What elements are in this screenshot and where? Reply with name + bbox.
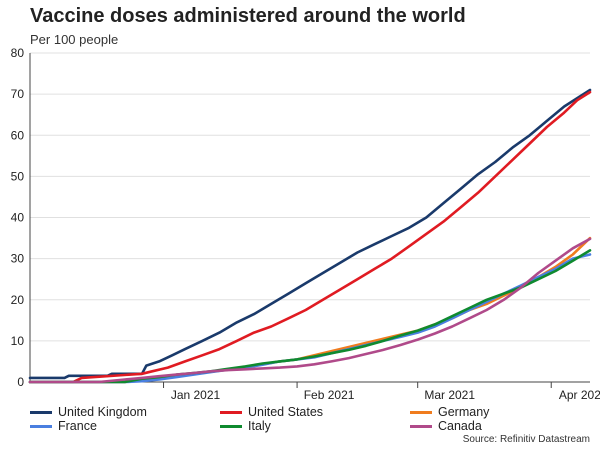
legend-label: United States [248,405,324,419]
series-line-canada [28,237,592,384]
legend-label: France [58,419,97,433]
x-tick-label: Feb 2021 [304,388,355,402]
series-line-germany [28,236,592,384]
legend-swatch [410,410,432,414]
y-tick-label: 40 [11,211,25,225]
legend-item-united-states: United States [220,405,323,419]
y-tick-label: 0 [17,375,24,389]
legend-label: Germany [438,405,490,419]
x-tick-label: Mar 2021 [424,388,475,402]
y-tick-label: 20 [11,293,25,307]
chart-subtitle: Per 100 people [30,32,119,47]
legend-swatch [30,424,52,428]
series-line-italy [28,249,592,384]
x-tick-label: Apr 2021 [559,388,600,402]
y-tick-label: 80 [11,46,25,60]
y-tick-label: 30 [11,252,25,266]
x-tick-label: Jan 2021 [171,388,221,402]
legend-swatch [410,424,432,428]
legend-swatch [220,424,242,428]
legend-item-united-kingdom: United Kingdom [30,405,147,419]
legend-item-italy: Italy [220,419,271,433]
source-note: Source: Refinitiv Datastream [462,434,590,445]
legend-swatch [30,410,52,414]
legend-item-canada: Canada [410,419,482,433]
legend-label: United Kingdom [58,405,147,419]
y-tick-label: 50 [11,169,25,183]
legend-swatch [220,410,242,414]
chart-title: Vaccine doses administered around the wo… [30,5,466,27]
y-tick-label: 60 [11,128,25,142]
series-line-united-kingdom [28,88,592,380]
series-line-united-states [28,90,592,384]
legend-label: Italy [248,419,271,433]
legend-label: Canada [438,419,482,433]
y-tick-label: 70 [11,87,25,101]
y-tick-label: 10 [11,334,25,348]
series-line-france [28,253,592,384]
legend-item-france: France [30,419,97,433]
legend-item-germany: Germany [410,405,489,419]
